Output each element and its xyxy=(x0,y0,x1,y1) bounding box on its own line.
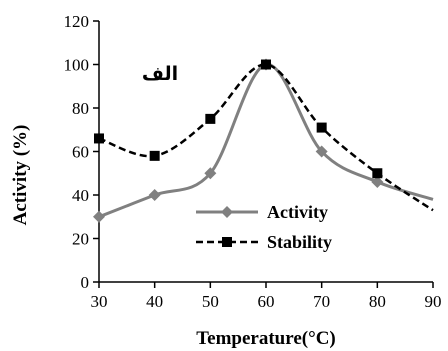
activity-point xyxy=(371,175,384,188)
y-axis-title: Activity (%) xyxy=(10,125,31,226)
x-tick-label: 80 xyxy=(369,292,386,311)
stability-point xyxy=(261,59,271,70)
x-tick-label: 30 xyxy=(91,292,108,311)
y-tick-label: 120 xyxy=(64,12,90,31)
activity-point xyxy=(315,145,328,158)
chart-annotation: الف xyxy=(142,63,178,85)
legend-label-stability: Stability xyxy=(267,232,332,252)
legend-marker-activity xyxy=(221,206,233,218)
y-tick-label: 60 xyxy=(72,143,89,162)
tick-labels: 0 20 40 60 80 100 120 30 40 50 60 70 80 90 xyxy=(64,12,442,311)
stability-point xyxy=(94,133,104,144)
x-tick-label: 60 xyxy=(258,292,275,311)
legend-marker-stability xyxy=(222,237,232,247)
y-tick-label: 80 xyxy=(72,99,89,118)
activity-point xyxy=(204,167,217,180)
x-tick-label: 90 xyxy=(425,292,442,311)
y-tick-label: 40 xyxy=(72,186,89,205)
y-tick-label: 0 xyxy=(81,273,90,292)
series-stability xyxy=(94,59,434,212)
legend-label-activity: Activity xyxy=(267,202,328,222)
series xyxy=(93,58,434,223)
stability-point xyxy=(149,150,160,161)
y-tick-label: 20 xyxy=(72,230,89,249)
y-tick-label: 100 xyxy=(64,56,90,75)
x-tick-label: 50 xyxy=(202,292,219,311)
x-tick-label: 40 xyxy=(146,292,163,311)
stability-point xyxy=(316,122,327,133)
stability-point xyxy=(372,168,383,179)
stability-point xyxy=(205,113,216,124)
x-axis-title: Temperature(°C) xyxy=(196,328,336,349)
activity-point xyxy=(93,210,105,223)
legend: Activity Stability xyxy=(196,202,332,252)
x-tick-label: 70 xyxy=(313,292,330,311)
activity-point xyxy=(148,189,161,201)
